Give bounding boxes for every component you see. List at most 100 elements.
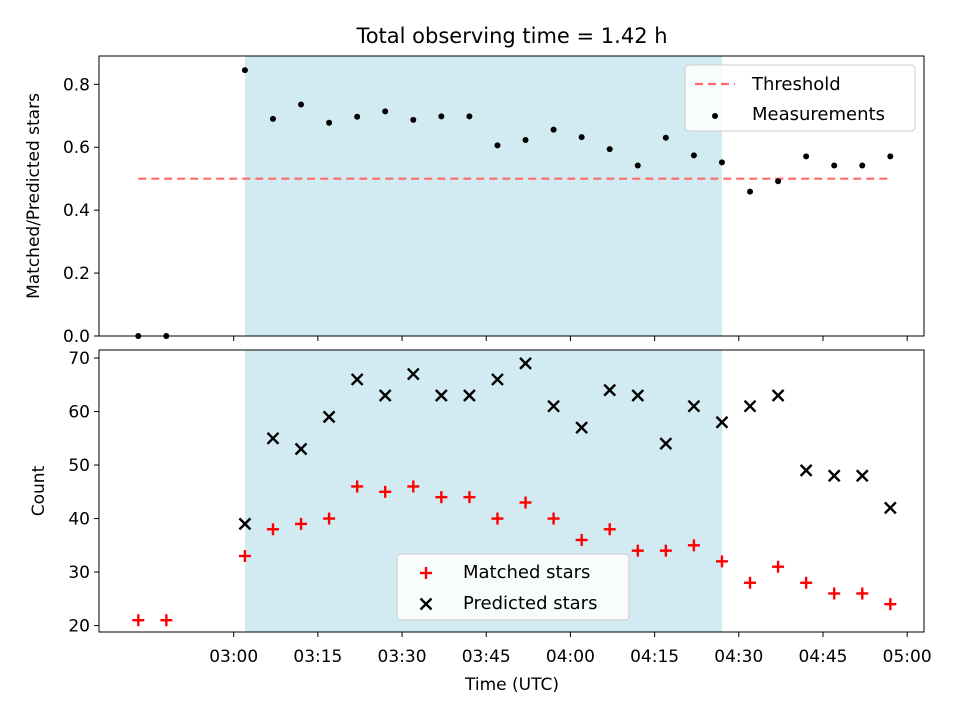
measurement-points <box>135 67 894 339</box>
predicted-star-point <box>491 373 504 386</box>
bottom-y-tick-label: 50 <box>68 456 90 476</box>
measurement-point <box>241 67 248 74</box>
matched-star-point <box>547 512 560 525</box>
x-tick-label: 03:00 <box>209 647 258 667</box>
predicted-star-point <box>519 357 532 370</box>
matched-star-point <box>238 550 251 563</box>
predicted-star-point <box>603 383 617 397</box>
top-y-tick-label: 0.0 <box>63 327 90 347</box>
x-tick-label: 03:30 <box>378 647 427 667</box>
matched-star-point <box>575 533 588 546</box>
legend-threshold-label: Threshold <box>751 74 841 95</box>
measurement-point <box>887 153 894 160</box>
matched-star-point <box>407 480 420 493</box>
bottom-x-ticks: 03:00 03:15 03:30 03:45 04:00 04:15 04:30 04:45… <box>209 632 932 667</box>
chart-title: Total observing time = 1.42 h <box>355 24 667 48</box>
matched-star-point <box>160 614 173 627</box>
measurement-point <box>662 134 669 141</box>
measurement-point <box>438 113 445 120</box>
predicted-star-point <box>771 389 785 402</box>
matched-star-point <box>379 485 392 498</box>
predicted-star-point <box>883 501 897 515</box>
legend-measurements-label: Measurements <box>752 104 885 125</box>
bottom-axes-frame <box>98 349 925 633</box>
bottom-panel: 20 30 40 50 60 70 03:00 03:15 03:30 03:45 04:00 04… <box>29 349 932 695</box>
measurement-point <box>718 159 725 166</box>
predicted-star-point <box>406 367 420 381</box>
matched-star-point <box>828 587 841 600</box>
predicted-star-point <box>743 399 757 413</box>
top-y-tick-label: 0.8 <box>63 75 90 95</box>
predicted-star-point <box>799 464 813 477</box>
predicted-star-point <box>294 442 308 456</box>
legend-matched-swatch <box>420 567 432 579</box>
matched-star-point <box>884 598 897 611</box>
matched-star-point <box>132 614 145 627</box>
bottom-y-tick-label: 30 <box>68 563 90 583</box>
bottom-y-axis-label: Count <box>29 465 49 516</box>
measurement-point <box>606 146 613 153</box>
predicted-star-point <box>855 469 869 483</box>
top-axes-frame <box>98 55 925 337</box>
top-y-ticks: 0.0 0.2 0.4 0.6 0.8 <box>63 75 99 347</box>
predicted-star-point <box>827 469 841 483</box>
predicted-star-point <box>631 389 645 402</box>
top-y-tick-label: 0.6 <box>63 138 90 158</box>
matched-star-point <box>800 576 813 589</box>
x-axis-label: Time (UTC) <box>464 675 559 695</box>
x-tick-label: 04:00 <box>546 647 595 667</box>
predicted-star-point <box>434 389 448 402</box>
legend-predicted-swatch <box>419 597 433 611</box>
matched-star-point <box>323 512 336 525</box>
top-y-tick-label: 0.2 <box>63 264 90 284</box>
predicted-star-point <box>266 431 280 445</box>
matched-star-point <box>463 491 476 504</box>
measurement-point <box>578 134 585 141</box>
matched-star-point <box>603 523 616 536</box>
x-tick-label: 04:30 <box>714 647 763 667</box>
measurement-point <box>747 188 754 195</box>
predicted-star-point <box>378 389 392 402</box>
matched-star-point <box>856 587 869 600</box>
legend-predicted-label: Predicted stars <box>463 593 597 614</box>
matched-star-point <box>266 523 279 536</box>
legend-predicted-marker <box>419 597 433 611</box>
bottom-legend-box <box>396 553 630 621</box>
measurement-point <box>494 142 501 149</box>
measurement-point <box>859 162 866 169</box>
bottom-y-tick-label: 70 <box>68 349 90 369</box>
legend-measurements-swatch <box>712 113 718 119</box>
predicted-star-point <box>687 399 701 413</box>
measurement-point <box>634 162 641 169</box>
legend-matched-label: Matched stars <box>463 562 590 583</box>
measurement-point <box>803 153 810 160</box>
measurement-point <box>354 113 361 120</box>
matched-star-point <box>715 555 728 568</box>
predicted-star-point <box>575 421 589 434</box>
predicted-star-point <box>659 437 673 450</box>
predicted-star-point <box>322 410 336 424</box>
x-tick-label: 04:15 <box>630 647 679 667</box>
matched-star-point <box>519 496 532 509</box>
x-tick-label: 03:15 <box>293 647 342 667</box>
bottom-y-tick-label: 60 <box>68 403 90 423</box>
measurement-point <box>326 119 333 126</box>
measurement-point <box>466 113 473 120</box>
measurement-point <box>298 101 305 108</box>
matched-star-point <box>659 544 672 557</box>
measurement-point <box>269 115 276 122</box>
measurement-point <box>410 116 417 123</box>
measurement-point <box>522 137 529 143</box>
top-panel: 0.0 0.2 0.4 0.6 0.8 Total observing time = 1… <box>24 24 925 347</box>
measurement-point <box>690 152 697 159</box>
matched-star-point <box>687 539 700 552</box>
top-legend: Threshold Measurements <box>684 64 916 132</box>
measurement-point <box>382 108 389 115</box>
x-tick-label: 05:00 <box>883 647 932 667</box>
matched-star-point <box>772 560 785 573</box>
top-legend-box <box>684 64 916 132</box>
predicted-star-point <box>463 389 476 402</box>
bottom-y-ticks: 20 30 40 50 60 70 <box>68 349 99 637</box>
matched-star-point <box>744 576 757 589</box>
